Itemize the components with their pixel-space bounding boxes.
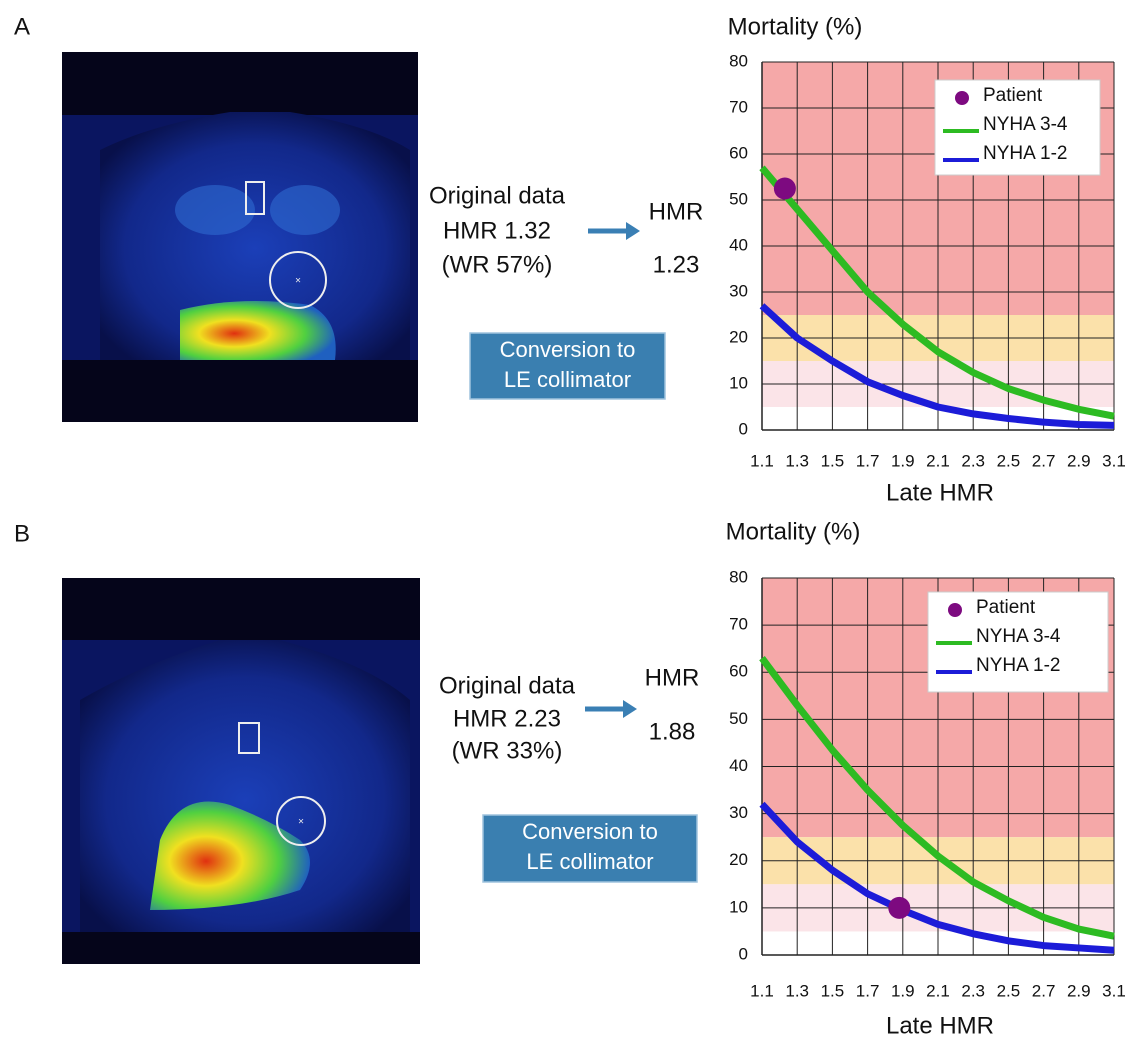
y-tick-label: 20 xyxy=(729,850,748,869)
y-tick-label: 30 xyxy=(729,803,748,822)
y-axis-label: Mortality (%) xyxy=(726,518,861,545)
legend-marker xyxy=(948,603,962,617)
original-data-text: HMR 1.32 xyxy=(443,217,551,244)
y-tick-label: 0 xyxy=(739,944,748,963)
x-tick-label: 1.5 xyxy=(821,981,845,1000)
y-tick-label: 20 xyxy=(729,327,748,346)
x-axis-label: Late HMR xyxy=(886,479,994,506)
scintigram-a: × xyxy=(62,52,418,422)
x-tick-label: 2.3 xyxy=(961,451,985,470)
y-tick-label: 70 xyxy=(729,97,748,116)
legend-label: Patient xyxy=(976,597,1036,618)
patient-point xyxy=(888,896,911,919)
series-line xyxy=(759,303,1115,429)
x-tick-label: 1.1 xyxy=(750,981,774,1000)
original-data-text: (WR 57%) xyxy=(442,251,553,278)
arrow-head xyxy=(623,700,637,718)
series-line xyxy=(759,656,1115,940)
panel-label: B xyxy=(14,520,30,547)
y-tick-label: 10 xyxy=(729,373,748,392)
y-tick-label: 10 xyxy=(729,897,748,916)
x-tick-label: 2.1 xyxy=(926,981,950,1000)
x-axis-label: Late HMR xyxy=(886,1012,994,1039)
conversion-text: Conversion to xyxy=(500,337,636,362)
x-tick-label: 2.7 xyxy=(1032,451,1056,470)
legend-label: NYHA 1-2 xyxy=(983,143,1067,164)
y-tick-label: 60 xyxy=(729,143,748,162)
x-tick-label: 3.1 xyxy=(1102,451,1126,470)
x-tick-label: 1.1 xyxy=(750,451,774,470)
x-tick-label: 2.5 xyxy=(997,451,1021,470)
y-tick-label: 80 xyxy=(729,51,748,70)
original-data-text: (WR 33%) xyxy=(452,737,563,764)
conversion-box xyxy=(469,332,666,400)
conversion-text: Conversion to xyxy=(522,819,658,844)
x-tick-label: 2.7 xyxy=(1032,981,1056,1000)
legend-label: NYHA 1-2 xyxy=(976,655,1060,676)
svg-text:×: × xyxy=(298,817,304,828)
original-data-text: Original data xyxy=(439,672,576,699)
y-tick-label: 60 xyxy=(729,662,748,681)
y-tick-label: 70 xyxy=(729,615,748,634)
y-tick-label: 40 xyxy=(729,235,748,254)
svg-text:×: × xyxy=(295,276,301,287)
series-line xyxy=(759,165,1115,420)
legend-label: NYHA 3-4 xyxy=(976,626,1061,647)
legend-label: NYHA 3-4 xyxy=(983,114,1068,135)
y-tick-label: 50 xyxy=(729,709,748,728)
arrow-head xyxy=(626,222,640,240)
x-tick-label: 3.1 xyxy=(1102,981,1126,1000)
x-tick-label: 2.3 xyxy=(961,981,985,1000)
x-tick-label: 1.3 xyxy=(785,981,809,1000)
series-line xyxy=(759,801,1115,954)
scintigram-b: × xyxy=(62,578,420,964)
y-tick-label: 80 xyxy=(729,567,748,586)
x-tick-label: 2.5 xyxy=(997,981,1021,1000)
x-tick-label: 2.9 xyxy=(1067,451,1091,470)
x-tick-label: 1.9 xyxy=(891,451,915,470)
x-tick-label: 1.9 xyxy=(891,981,915,1000)
patient-point xyxy=(773,177,796,200)
conversion-text: LE collimator xyxy=(526,849,653,874)
original-data-text: Original data xyxy=(429,182,566,209)
y-tick-label: 40 xyxy=(729,756,748,775)
x-tick-label: 1.7 xyxy=(856,981,880,1000)
converted-value: 1.23 xyxy=(653,251,700,278)
panel-label: A xyxy=(14,13,30,40)
conversion-box xyxy=(482,814,698,883)
y-tick-label: 0 xyxy=(739,419,748,438)
converted-title: HMR xyxy=(645,664,700,691)
x-tick-label: 1.3 xyxy=(785,451,809,470)
x-tick-label: 2.9 xyxy=(1067,981,1091,1000)
legend-marker xyxy=(955,91,969,105)
original-data-text: HMR 2.23 xyxy=(453,705,561,732)
y-tick-label: 30 xyxy=(729,281,748,300)
x-tick-label: 1.5 xyxy=(821,451,845,470)
y-axis-label: Mortality (%) xyxy=(728,13,863,40)
legend-label: Patient xyxy=(983,85,1043,106)
y-tick-label: 50 xyxy=(729,189,748,208)
converted-value: 1.88 xyxy=(649,718,696,745)
x-tick-label: 2.1 xyxy=(926,451,950,470)
conversion-text: LE collimator xyxy=(504,367,631,392)
x-tick-label: 1.7 xyxy=(856,451,880,470)
converted-title: HMR xyxy=(649,198,704,225)
